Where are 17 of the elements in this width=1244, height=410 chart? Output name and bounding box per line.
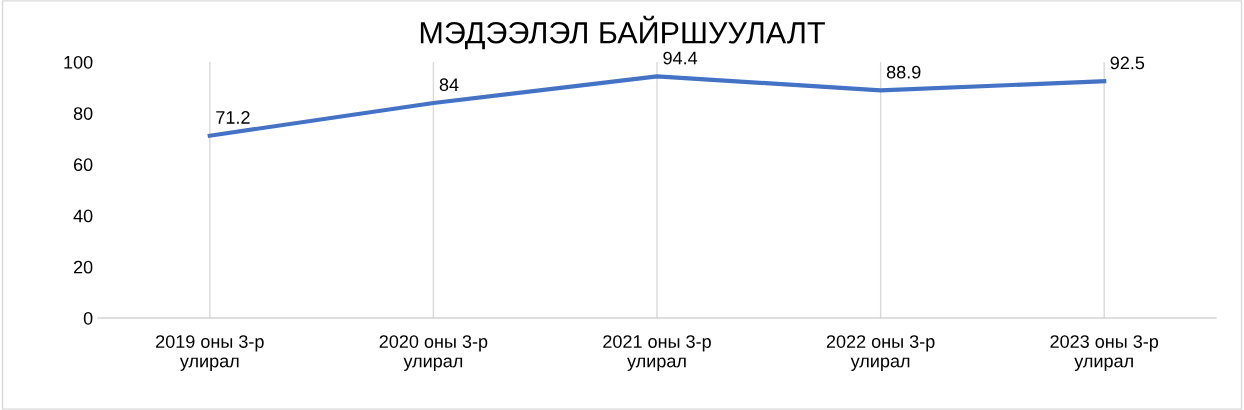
y-tick-label: 60 bbox=[73, 158, 93, 172]
x-tick-label: 2019 оны 3-р улирал bbox=[156, 335, 264, 371]
y-tick-label: 80 bbox=[73, 107, 93, 120]
data-label: 88.9 bbox=[886, 65, 921, 79]
data-label: 84 bbox=[439, 78, 459, 92]
x-tick-label: 2021 оны 3-р улирал bbox=[603, 335, 711, 371]
x-tick-label: 2023 оны 3-р улирал bbox=[1050, 335, 1159, 371]
y-tick-label: 40 bbox=[73, 209, 93, 223]
data-label: 94.4 bbox=[663, 51, 698, 65]
x-tick-label: 2022 оны 3-р улирал bbox=[826, 335, 935, 371]
data-label: 71.2 bbox=[216, 111, 250, 124]
y-tick-label: 0 bbox=[83, 311, 93, 325]
data-label: 92.5 bbox=[1110, 56, 1145, 70]
y-tick-label: 100 bbox=[64, 55, 93, 69]
x-tick-label: 2020 оны 3-р улирал bbox=[379, 335, 488, 371]
y-tick-label: 20 bbox=[73, 260, 93, 274]
chart-title: МЭДЭЭЛЭЛ БАЙРШУУЛАЛТ bbox=[420, 15, 825, 50]
